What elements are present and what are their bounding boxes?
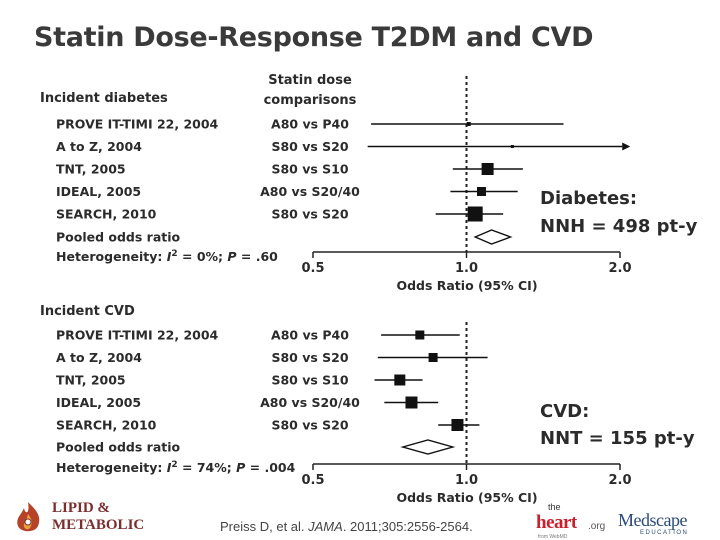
study-comparison: S80 vs S20 [271,418,348,433]
annotation: Diabetes: [540,188,637,209]
section-label: Incident diabetes [40,91,168,106]
pooled-label: Pooled odds ratio [56,230,181,245]
study-name: TNT, 2005 [56,162,126,177]
study-name: A to Z, 2004 [56,350,142,365]
heterogeneity-part: I [167,460,172,475]
point-estimate [466,122,471,126]
heterogeneity: Heterogeneity: I2 = 74%; P = .004 [56,460,296,475]
study-comparison: S80 vs S10 [271,373,348,388]
x-tick-label: 0.5 [301,261,324,276]
heterogeneity-part: = 74%; [178,460,236,475]
heterogeneity-part: P [227,249,236,264]
study-comparison: A80 vs P40 [271,328,349,343]
annotation: NNT = 155 pt-y [540,428,695,449]
heart-logo-the: the [548,502,561,512]
x-axis-label: Odds Ratio (95% CI) [396,490,537,505]
point-estimate [467,206,483,222]
point-estimate [428,353,438,362]
study-name: SEARCH, 2010 [56,207,157,222]
heart-logo-sub: from WebMD [538,534,568,540]
point-estimate [476,187,486,196]
heterogeneity-part: 2 [171,249,177,259]
heterogeneity-part: = .004 [245,460,295,475]
lipid-metabolic-logo: LIPID & METABOLIC [8,500,168,536]
page-title: Statin Dose-Response T2DM and CVD [34,22,594,53]
citation-post: . 2011;305:2556-2564. [342,519,473,534]
pooled-diamond [473,229,513,245]
citation: Preiss D, et al. JAMA. 2011;305:2556-256… [220,519,473,534]
heart-logo-org: .org [588,521,606,532]
medscape-sub: EDUCATION [640,530,689,536]
lipid-logo-bottom: METABOLIC [52,517,145,533]
ci-arrow [622,142,631,151]
study-comparison: A80 vs S20/40 [260,395,360,410]
heterogeneity-part: I [167,249,172,264]
point-estimate [481,163,494,175]
comparisons-header: comparisons [264,93,357,108]
heterogeneity-part: Heterogeneity: [56,460,167,475]
study-comparison: S80 vs S20 [271,350,348,365]
study-name: IDEAL, 2005 [56,395,141,410]
study-name: TNT, 2005 [56,373,126,388]
comparisons-header: Statin dose [268,73,352,88]
citation-journal: JAMA [308,519,343,534]
x-tick-label: 0.5 [301,473,324,488]
medscape-logo: Medscape EDUCATION [618,510,687,536]
point-estimate [510,145,514,148]
point-estimate [394,374,406,386]
study-comparison: S80 vs S20 [271,207,348,222]
heterogeneity-part: Heterogeneity: [56,249,167,264]
lipid-logo-top: LIPID & [52,500,110,516]
medscape-name: Medscape [618,510,687,530]
annotation: NNH = 498 pt-y [540,216,698,237]
x-axis-label: Odds Ratio (95% CI) [396,278,537,293]
x-tick-label: 2.0 [608,473,631,488]
point-estimate [415,330,425,340]
study-comparison: A80 vs P40 [271,117,349,132]
x-tick-label: 1.0 [455,473,478,488]
section-label: Incident CVD [40,304,135,319]
pooled-diamond [400,439,456,455]
heterogeneity-part: = .60 [237,249,279,264]
x-tick-label: 1.0 [455,261,478,276]
point-estimate [405,396,418,409]
study-comparison: A80 vs S20/40 [260,184,360,199]
study-name: IDEAL, 2005 [56,184,141,199]
heterogeneity: Heterogeneity: I2 = 0%; P = .60 [56,249,278,264]
study-name: PROVE IT-TIMI 22, 2004 [56,328,219,343]
heterogeneity-part: = 0%; [178,249,228,264]
heterogeneity-part: 2 [171,460,177,470]
x-tick-label: 2.0 [608,261,631,276]
study-comparison: S80 vs S10 [271,162,348,177]
study-name: A to Z, 2004 [56,139,142,154]
heart-logo-main: heart [536,512,577,533]
flame-icon [17,502,40,532]
point-estimate [451,419,464,431]
annotation: CVD: [540,401,589,422]
study-comparison: S80 vs S20 [271,139,348,154]
study-name: SEARCH, 2010 [56,418,157,433]
pooled-label: Pooled odds ratio [56,440,181,455]
citation-pre: Preiss D, et al. [220,519,309,534]
heterogeneity-part: P [236,460,245,475]
study-name: PROVE IT-TIMI 22, 2004 [56,117,219,132]
